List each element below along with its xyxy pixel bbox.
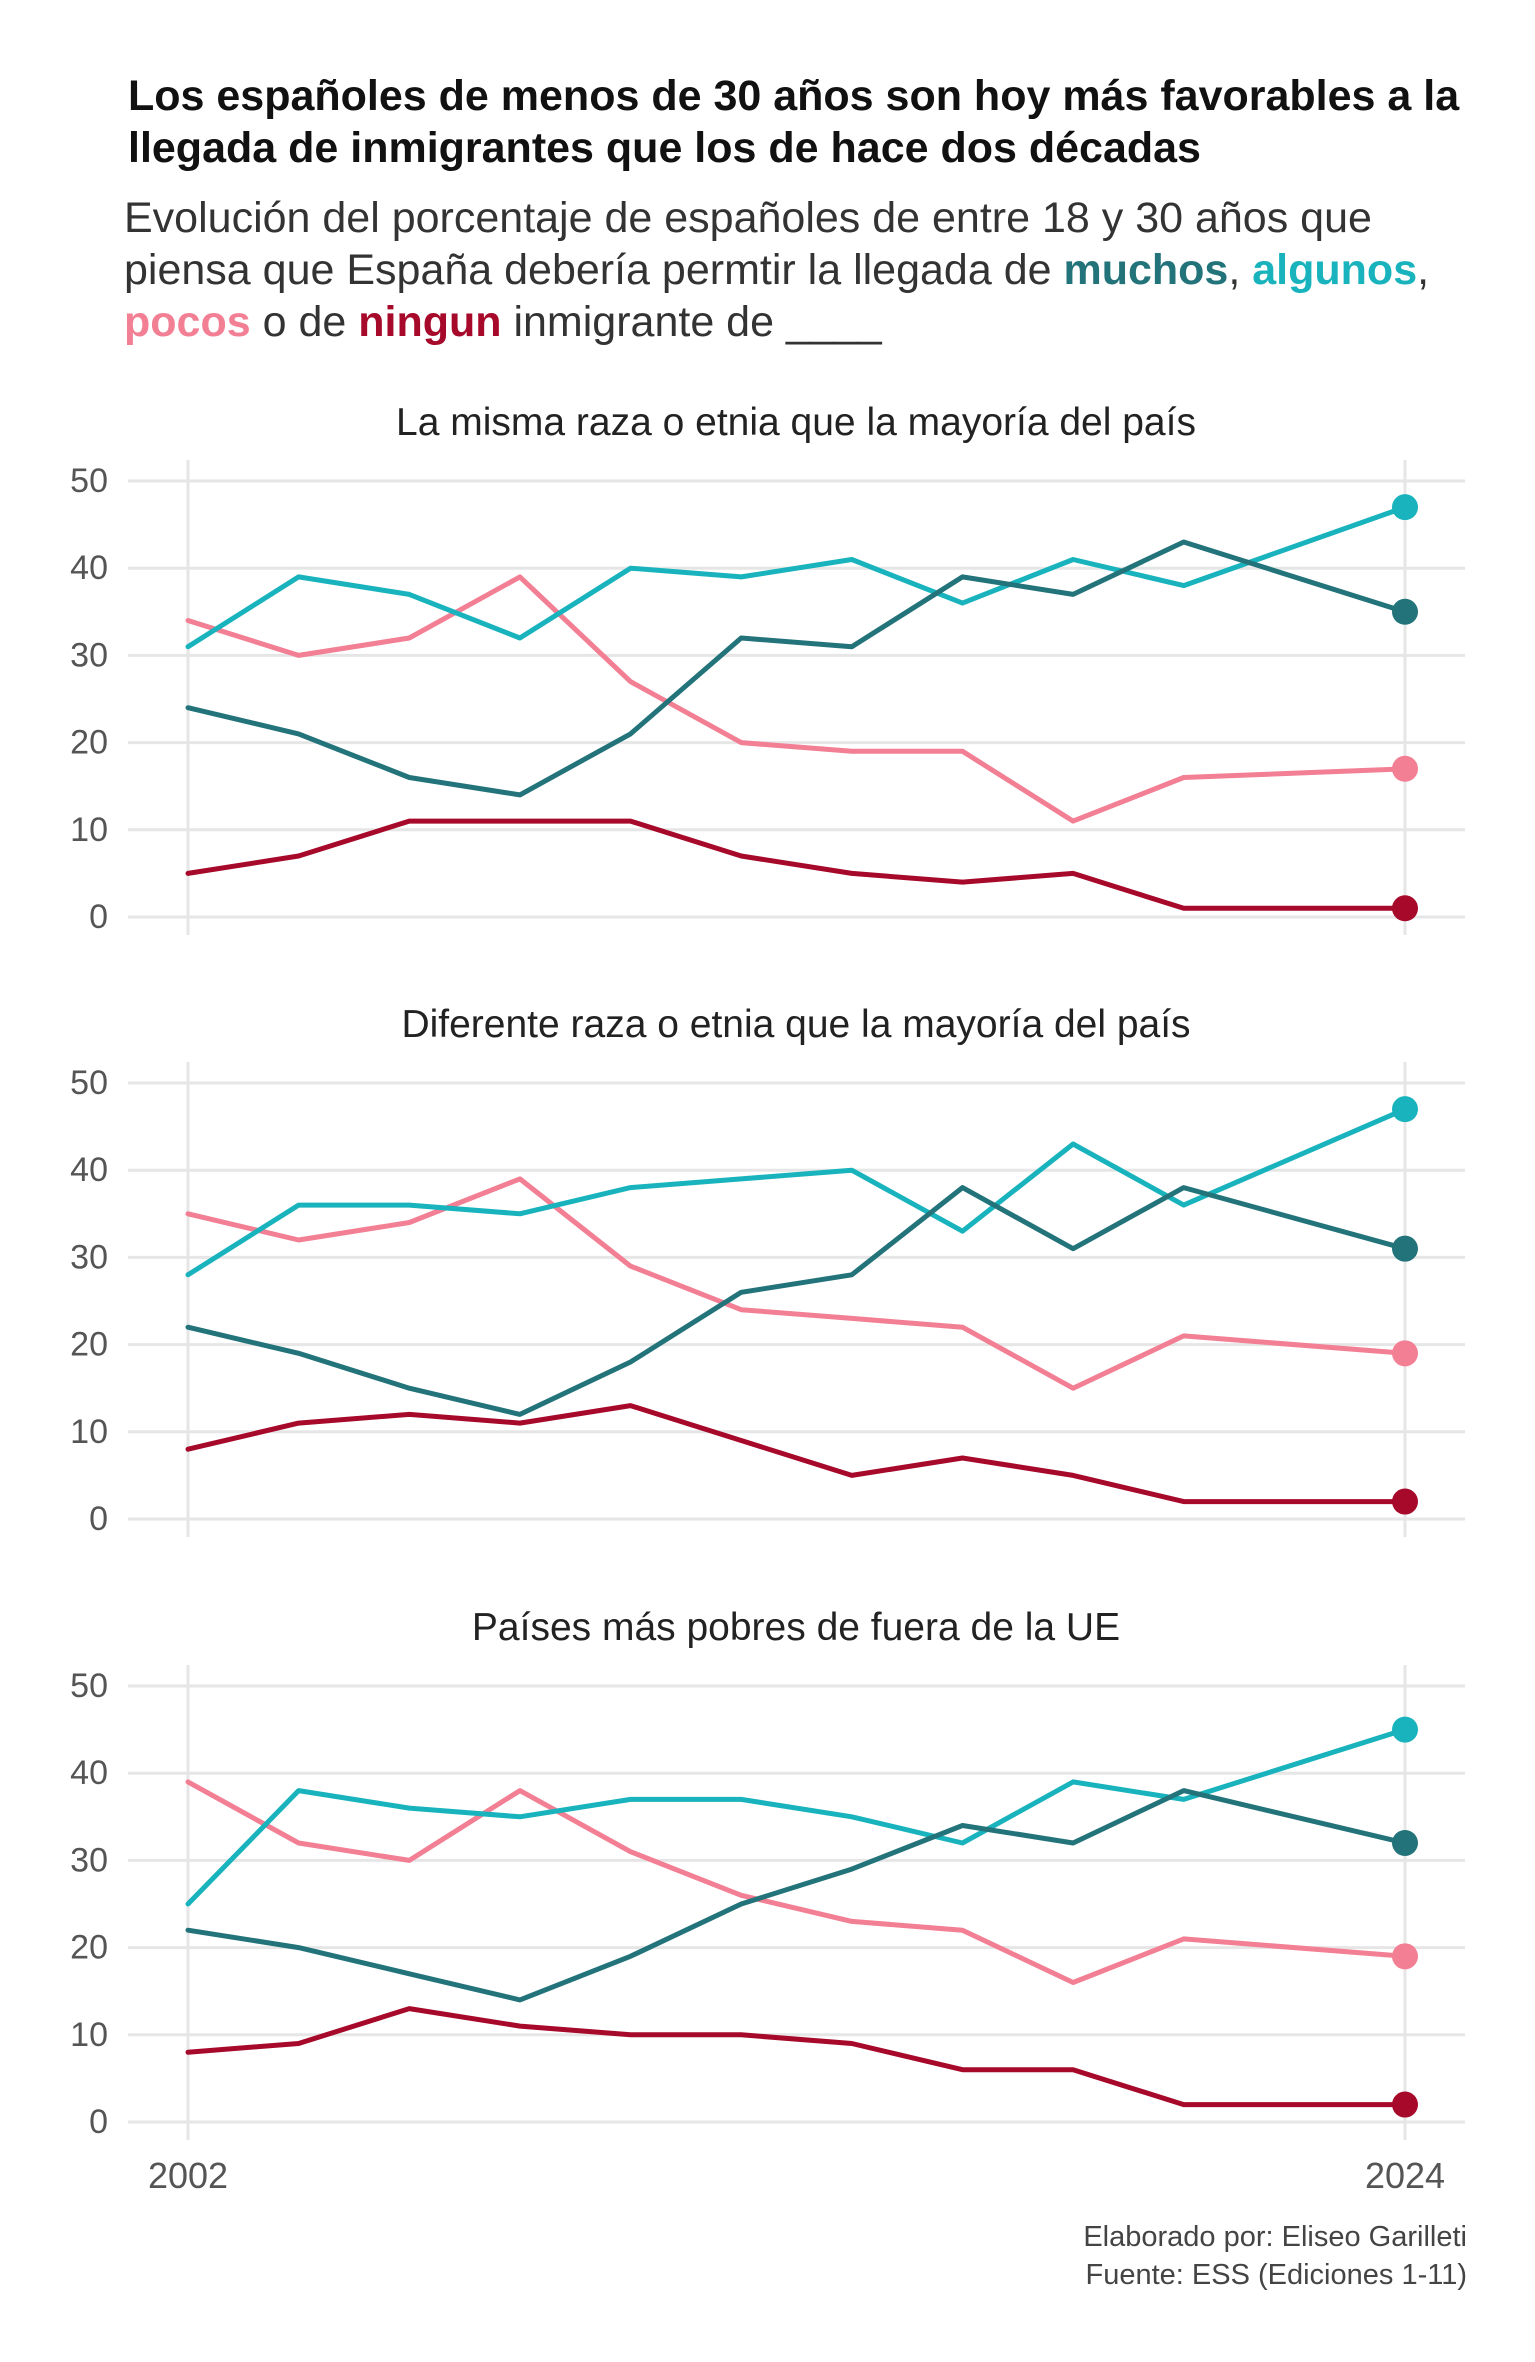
caption-author: Elaborado por: Eliseo Garilleti — [1083, 2221, 1467, 2253]
series-line-muchos — [185, 1788, 1408, 2003]
y-tick-label: 20 — [70, 724, 108, 762]
y-tick-label: 40 — [70, 1754, 108, 1792]
end-point-algunos — [1392, 1096, 1418, 1123]
legend-algunos: algunos — [1252, 246, 1418, 294]
series-line-pocos — [185, 1176, 1408, 1391]
y-tick-label: 50 — [70, 1064, 108, 1102]
subtitle-sep-1: , — [1228, 246, 1253, 294]
y-tick-label: 30 — [70, 1238, 108, 1276]
subtitle-mid: o de — [250, 298, 359, 346]
series-line-ningun — [185, 818, 1408, 911]
y-tick-label: 40 — [70, 549, 108, 587]
series-line-ningun — [185, 2006, 1408, 2108]
y-tick-label: 10 — [70, 811, 108, 849]
subtitle-text-1: Evolución del porcentaje de españoles de… — [124, 194, 1372, 294]
y-tick-label: 0 — [89, 1500, 108, 1538]
end-point-ningun — [1392, 895, 1418, 922]
end-point-muchos — [1392, 1235, 1418, 1262]
series-line-algunos — [185, 1106, 1408, 1278]
subtitle-sep-2: , — [1417, 246, 1430, 294]
y-tick-label: 40 — [70, 1151, 108, 1189]
y-tick-label: 30 — [70, 1841, 108, 1879]
y-tick-label: 0 — [89, 2103, 108, 2141]
y-tick-label: 10 — [70, 2016, 108, 2054]
end-point-ningun — [1392, 1488, 1418, 1515]
panel-title: Diferente raza o etnia que la mayoría de… — [401, 1003, 1190, 1046]
y-tick-label: 50 — [70, 462, 108, 500]
panel-title: Países más pobres de fuera de la UE — [472, 1606, 1120, 1649]
chart-subtitle: Evolución del porcentaje de españoles de… — [124, 192, 1484, 348]
caption-source: Fuente: ESS (Ediciones 1-11) — [1085, 2259, 1468, 2291]
legend-pocos: pocos — [124, 298, 251, 346]
chart-title: Los españoles de menos de 30 años son ho… — [128, 72, 1460, 172]
end-point-algunos — [1392, 494, 1418, 521]
y-tick-label: 0 — [89, 898, 108, 936]
series-line-algunos — [185, 504, 1408, 650]
y-tick-label: 30 — [70, 636, 108, 674]
y-tick-label: 20 — [70, 1326, 108, 1364]
x-tick-label: 2002 — [148, 2155, 228, 2196]
series-line-muchos — [185, 539, 1408, 798]
y-tick-label: 10 — [70, 1413, 108, 1451]
series-line-algunos — [185, 1727, 1408, 1907]
y-tick-label: 20 — [70, 1929, 108, 1967]
legend-muchos: muchos — [1063, 246, 1229, 294]
series-line-ningun — [185, 1403, 1408, 1505]
end-point-muchos — [1392, 598, 1418, 625]
end-point-pocos — [1392, 1340, 1418, 1367]
panel-title: La misma raza o etnia que la mayoría del… — [396, 401, 1196, 444]
legend-ningun: ningun — [358, 298, 502, 346]
subtitle-text-2: inmigrante de ____ — [501, 298, 882, 346]
end-point-algunos — [1392, 1716, 1418, 1743]
end-point-ningun — [1392, 2091, 1418, 2118]
end-point-muchos — [1392, 1829, 1418, 1856]
series-line-pocos — [185, 574, 1408, 824]
y-tick-label: 50 — [70, 1667, 108, 1705]
end-point-pocos — [1392, 755, 1418, 782]
x-tick-label: 2024 — [1365, 2155, 1445, 2196]
series-line-pocos — [185, 1779, 1408, 1985]
series-line-muchos — [185, 1185, 1408, 1417]
end-point-pocos — [1392, 1943, 1418, 1970]
